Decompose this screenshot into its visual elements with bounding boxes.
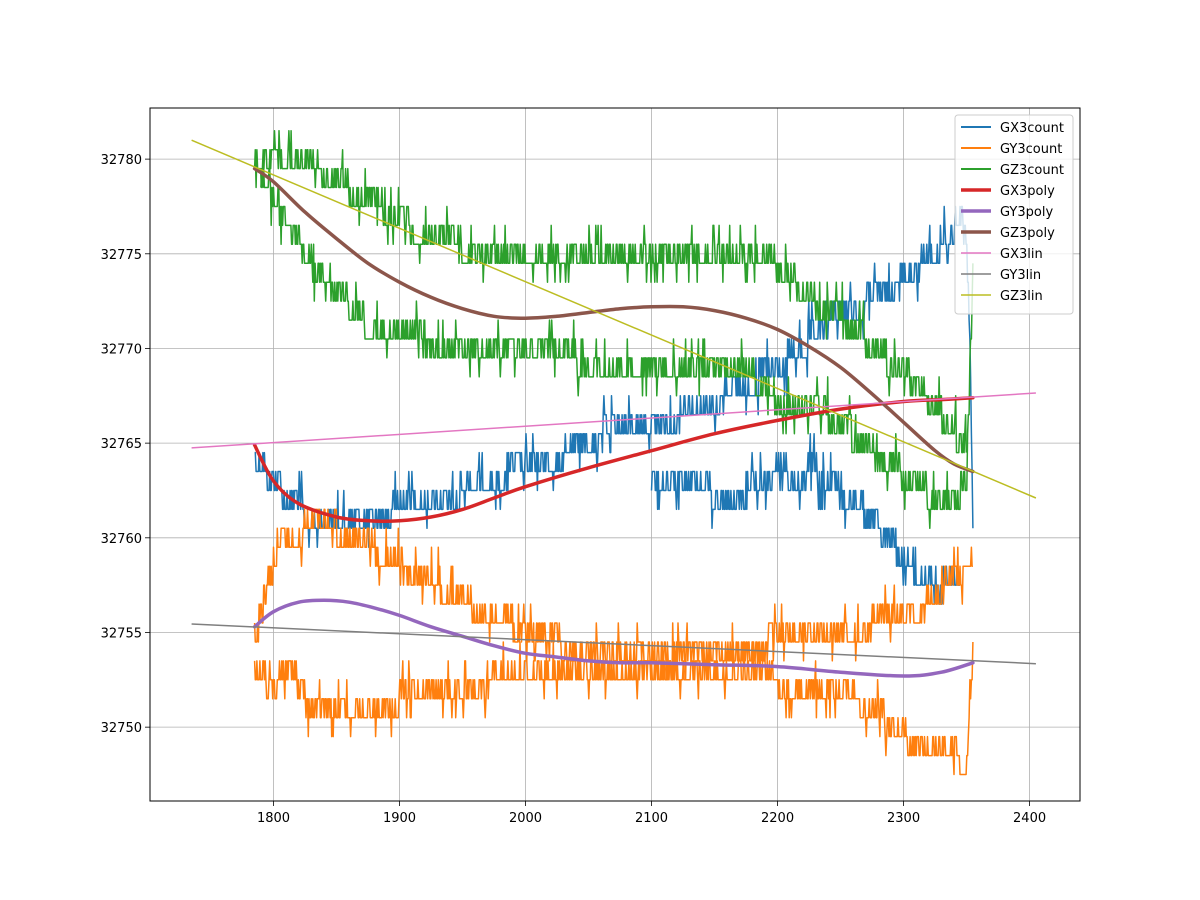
y-tick-label: 32770 [101, 342, 142, 357]
series-gy3poly-line [252, 598, 975, 678]
series-gz3count-line [253, 148, 974, 530]
x-tick-label: 2100 [635, 811, 668, 826]
legend: GX3count GY3count GZ3count GX3poly GY3poly GZ… [954, 114, 1074, 315]
legend-box [954, 114, 1074, 315]
x-tick-label: 2400 [1013, 811, 1046, 826]
y-tick-label: 32750 [101, 721, 142, 736]
axis-ticks: 1800 1900 2000 2100 2200 2300 2400 32750 32755 32… [101, 153, 1046, 826]
series-gz3poly-line [252, 166, 975, 474]
legend-label-gx3count: GX3count [1000, 121, 1064, 136]
plot-frame [149, 107, 1081, 802]
series-layer [191, 129, 1037, 776]
legend-label-gy3lin: GY3lin [1000, 268, 1041, 283]
y-tick-label: 32775 [101, 248, 142, 263]
series-gx3count-line-upper [650, 432, 961, 605]
x-tick-label: 1800 [257, 811, 290, 826]
legend-label-gz3poly: GZ3poly [1000, 226, 1055, 241]
series-gy3lin-line [191, 623, 1036, 665]
legend-label-gz3count: GZ3count [1000, 163, 1064, 178]
series-gz3lin-line [191, 139, 1037, 499]
series-gz3count-line-upper [260, 129, 968, 454]
y-tick-label: 32760 [101, 532, 142, 547]
y-tick-label: 32780 [101, 153, 142, 168]
legend-label-gx3poly: GX3poly [1000, 184, 1055, 199]
legend-label-gy3count: GY3count [1000, 142, 1062, 157]
x-tick-label: 2300 [887, 811, 920, 826]
x-tick-label: 2200 [761, 811, 794, 826]
legend-label-gy3poly: GY3poly [1000, 205, 1053, 220]
y-tick-label: 32765 [101, 437, 142, 452]
legend-label-gx3lin: GX3lin [1000, 247, 1043, 262]
series-gx3lin-line [191, 392, 1036, 449]
x-tick-label: 2000 [509, 811, 542, 826]
series-gx3poly-line [252, 395, 975, 523]
y-tick-label: 32755 [101, 626, 142, 641]
legend-label-gz3lin: GZ3lin [1000, 289, 1043, 304]
x-tick-label: 1900 [383, 811, 416, 826]
